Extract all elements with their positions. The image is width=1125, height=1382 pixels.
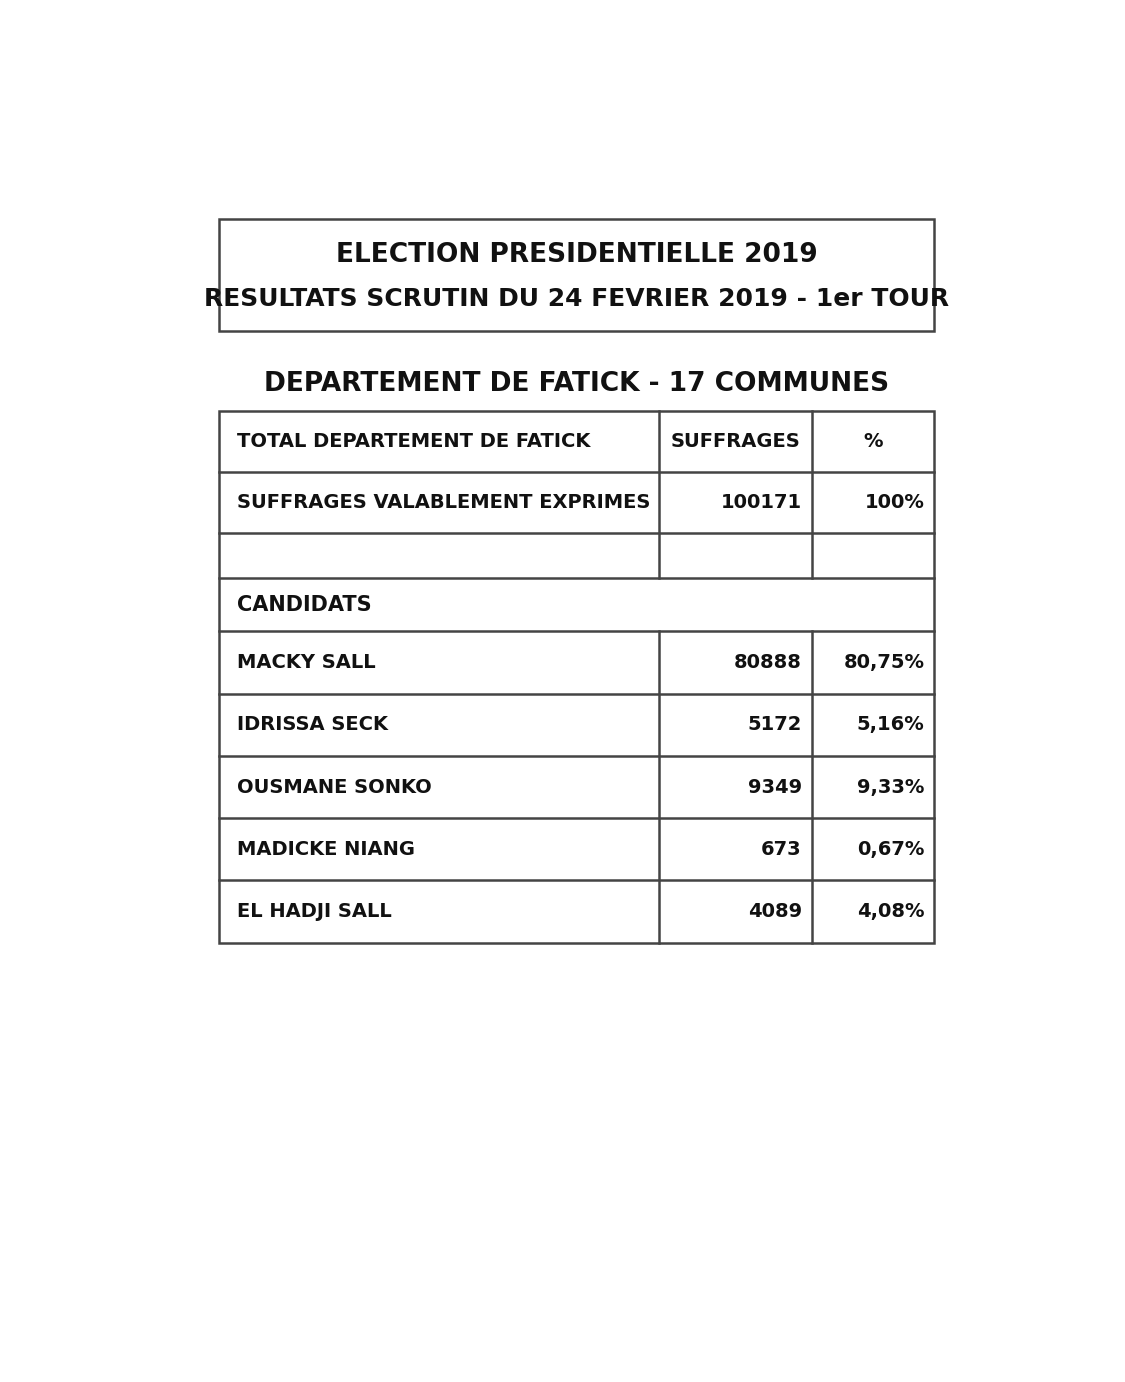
Text: 5,16%: 5,16% [856,716,925,734]
Text: 4,08%: 4,08% [857,902,925,920]
Bar [219,220,934,330]
Text: 5172: 5172 [747,716,802,734]
Text: MACKY SALL: MACKY SALL [236,654,376,672]
Text: 673: 673 [762,840,802,858]
Text: 4089: 4089 [748,902,802,920]
Text: 9,33%: 9,33% [857,778,925,796]
Text: OUSMANE SONKO: OUSMANE SONKO [236,778,431,796]
Text: EL HADJI SALL: EL HADJI SALL [236,902,392,920]
Text: DEPARTEMENT DE FATICK - 17 COMMUNES: DEPARTEMENT DE FATICK - 17 COMMUNES [264,370,889,397]
Text: SUFFRAGES: SUFFRAGES [670,431,801,451]
Text: 100%: 100% [864,493,925,511]
Text: 80,75%: 80,75% [844,654,925,672]
Text: %: % [864,431,883,451]
Text: RESULTATS SCRUTIN DU 24 FEVRIER 2019 - 1er TOUR: RESULTATS SCRUTIN DU 24 FEVRIER 2019 - 1… [204,287,950,311]
Text: 80888: 80888 [734,654,802,672]
Text: 9349: 9349 [748,778,802,796]
Text: ELECTION PRESIDENTIELLE 2019: ELECTION PRESIDENTIELLE 2019 [335,242,818,268]
Text: MADICKE NIANG: MADICKE NIANG [236,840,415,858]
Text: IDRISSA SECK: IDRISSA SECK [236,716,388,734]
Text: TOTAL DEPARTEMENT DE FATICK: TOTAL DEPARTEMENT DE FATICK [236,431,590,451]
Text: 0,67%: 0,67% [857,840,925,858]
Text: 100171: 100171 [721,493,802,511]
Text: SUFFRAGES VALABLEMENT EXPRIMES: SUFFRAGES VALABLEMENT EXPRIMES [236,493,650,511]
Text: CANDIDATS: CANDIDATS [236,594,371,615]
Bar [219,410,934,943]
